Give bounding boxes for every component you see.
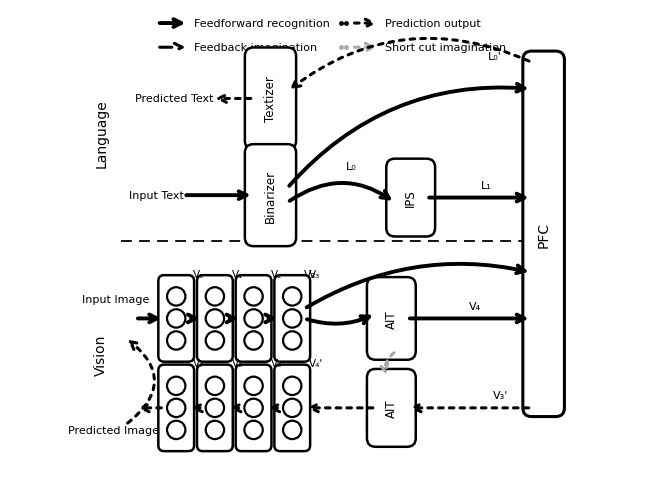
FancyBboxPatch shape — [236, 365, 271, 451]
Circle shape — [206, 309, 224, 328]
Text: Input Image: Input Image — [82, 294, 150, 305]
Circle shape — [244, 287, 263, 306]
Text: AIT: AIT — [385, 399, 398, 417]
Text: V₀: V₀ — [193, 269, 204, 279]
Circle shape — [167, 287, 185, 306]
Text: Binarizer: Binarizer — [264, 169, 277, 222]
Text: IPS: IPS — [404, 189, 417, 207]
Text: V₃: V₃ — [309, 269, 321, 279]
Circle shape — [206, 287, 224, 306]
Circle shape — [244, 421, 263, 439]
Text: V₁: V₁ — [232, 269, 243, 279]
Circle shape — [283, 309, 302, 328]
Circle shape — [283, 332, 302, 350]
Text: Prediction output: Prediction output — [385, 19, 481, 29]
Circle shape — [244, 309, 263, 328]
Circle shape — [167, 377, 185, 395]
Text: Textizer: Textizer — [264, 77, 277, 122]
Text: PFC: PFC — [537, 222, 551, 247]
Text: AIT: AIT — [385, 309, 398, 328]
Text: Predicted Text: Predicted Text — [135, 94, 213, 104]
Circle shape — [167, 399, 185, 417]
FancyBboxPatch shape — [158, 276, 194, 362]
Circle shape — [283, 377, 302, 395]
Text: Predicted Image: Predicted Image — [68, 425, 159, 435]
FancyBboxPatch shape — [236, 276, 271, 362]
FancyBboxPatch shape — [245, 145, 296, 246]
Circle shape — [167, 332, 185, 350]
FancyBboxPatch shape — [158, 365, 194, 451]
FancyBboxPatch shape — [386, 159, 435, 237]
Circle shape — [283, 287, 302, 306]
Circle shape — [283, 421, 302, 439]
Text: L₀': L₀' — [488, 52, 502, 61]
Text: Vision: Vision — [95, 334, 108, 376]
FancyBboxPatch shape — [275, 276, 310, 362]
Circle shape — [244, 377, 263, 395]
FancyBboxPatch shape — [367, 278, 416, 360]
Circle shape — [244, 399, 263, 417]
Text: V₄: V₄ — [468, 301, 481, 311]
FancyBboxPatch shape — [523, 52, 564, 417]
Text: V₂: V₂ — [271, 269, 282, 279]
Text: Language: Language — [95, 99, 108, 167]
Circle shape — [244, 332, 263, 350]
Circle shape — [206, 377, 224, 395]
Text: V₆: V₆ — [232, 358, 243, 368]
Circle shape — [283, 399, 302, 417]
Text: L₁: L₁ — [481, 181, 491, 190]
Text: V₇: V₇ — [193, 358, 204, 368]
Text: Short cut imagination: Short cut imagination — [385, 43, 506, 53]
Text: V₃: V₃ — [304, 270, 317, 280]
FancyBboxPatch shape — [275, 365, 310, 451]
Text: V₅: V₅ — [271, 358, 282, 368]
Text: V₃': V₃' — [493, 390, 509, 400]
FancyBboxPatch shape — [197, 276, 233, 362]
Text: V₄': V₄' — [309, 358, 323, 368]
Circle shape — [206, 332, 224, 350]
Text: Feedforward recognition: Feedforward recognition — [194, 19, 330, 29]
Text: Feedback imagination: Feedback imagination — [194, 43, 317, 53]
Circle shape — [206, 421, 224, 439]
FancyBboxPatch shape — [367, 369, 416, 447]
Text: Input Text: Input Text — [129, 191, 185, 201]
FancyBboxPatch shape — [245, 48, 296, 150]
Text: L₀: L₀ — [346, 161, 356, 171]
Circle shape — [206, 399, 224, 417]
FancyBboxPatch shape — [197, 365, 233, 451]
Circle shape — [167, 421, 185, 439]
Circle shape — [167, 309, 185, 328]
